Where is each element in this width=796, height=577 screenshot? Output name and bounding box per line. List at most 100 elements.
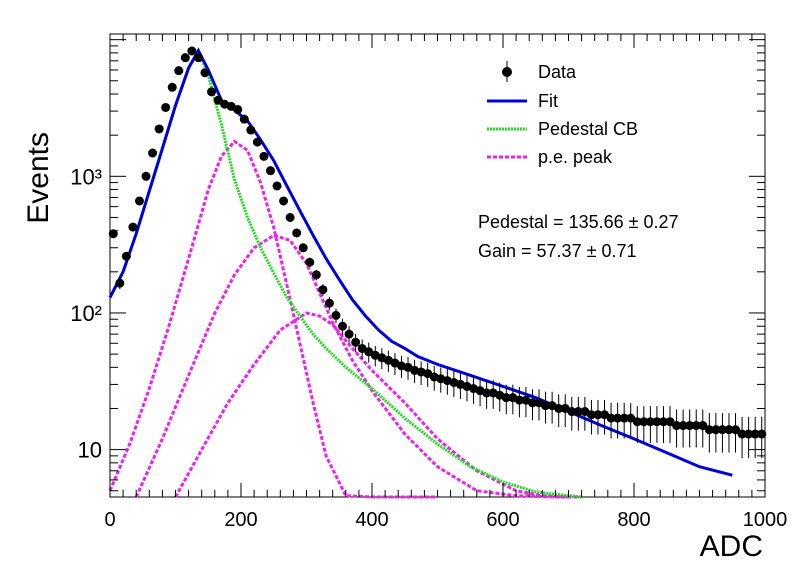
marker [639,417,649,427]
marker [691,421,701,431]
marker [744,429,754,439]
pe-peak-curve-1 [108,139,438,499]
marker [279,196,289,206]
marker [187,46,197,56]
data-point [593,399,603,435]
data-point [573,397,583,431]
data-point [148,148,158,158]
marker [717,425,727,435]
data-point [541,391,551,424]
marker [311,270,321,280]
marker [501,393,511,403]
y-tick-label: 10² [70,301,102,326]
data-point [554,394,564,428]
marker [193,53,203,63]
marker [698,421,708,431]
legend: Data Fit Pedestal CB p.e. peak [487,61,638,167]
x-tick-label: 600 [486,509,519,531]
data-point [672,409,682,448]
marker [200,68,210,78]
data-point [292,228,302,238]
marker [285,212,295,222]
marker [685,421,695,431]
marker [292,228,302,238]
data-point [665,406,675,443]
marker [148,148,158,158]
marker [514,395,524,405]
data-point [265,166,275,176]
marker [207,87,217,97]
legend-label-pe: p.e. peak [538,147,613,167]
data-point [213,95,223,105]
data-point [737,416,747,459]
marker [239,114,249,124]
marker [108,229,118,239]
data-point [279,196,289,206]
x-tick-label: 400 [355,509,388,531]
annotation-gain: Gain = 57.37 ± 0.71 [478,241,637,261]
marker [704,425,714,435]
marker [252,137,262,147]
marker [115,278,125,288]
data-point [619,402,629,439]
data-point [750,416,760,459]
marker [318,285,328,295]
data-point [246,125,256,135]
marker [331,310,341,320]
data-point [200,68,210,78]
data-point [744,416,754,459]
data-point [298,243,308,253]
marker [757,429,767,439]
marker [541,401,551,411]
marker [665,417,675,427]
legend-label-data: Data [538,62,577,82]
axes-layer: 0 200 400 600 800 1000 10 10² 10³ [70,34,787,531]
data-point [180,53,190,63]
data-point [613,402,623,439]
data-point [108,229,118,239]
data-point [115,277,125,290]
y-axis-label: Events [22,132,55,224]
data-point [645,406,655,443]
marker [141,171,151,181]
marker [324,298,334,308]
data-point [311,269,321,281]
marker [672,421,682,431]
pe-peak-curve-3 [174,311,569,499]
marker [632,417,642,427]
pedestal-curve [108,47,582,499]
data-point [652,406,662,443]
data-point [514,386,524,418]
data-point [193,53,203,63]
marker [554,403,564,413]
pe-peak-curve-2 [134,233,582,499]
marker [246,125,256,135]
y-tick-label: 10 [78,438,102,463]
data-point [731,413,741,453]
marker [619,413,629,423]
data-point [285,212,295,222]
legend-label-pedestal: Pedestal CB [538,119,638,139]
marker [344,329,354,339]
data-point [567,397,577,431]
marker [645,417,655,427]
marker [678,421,688,431]
data-point [698,409,708,448]
data-point [174,66,184,76]
marker [174,66,184,76]
data-point [187,46,197,56]
data-point [351,333,361,353]
marker [658,417,668,427]
data-point [272,181,282,191]
marker [567,407,577,417]
data-point [259,151,269,161]
marker [573,407,583,417]
marker [128,222,138,232]
marker [272,181,282,191]
data-point [344,326,354,344]
marker [180,53,190,63]
data-point [134,196,144,206]
data-points-layer [108,46,767,459]
data-point [586,399,596,435]
data-point [141,171,151,181]
